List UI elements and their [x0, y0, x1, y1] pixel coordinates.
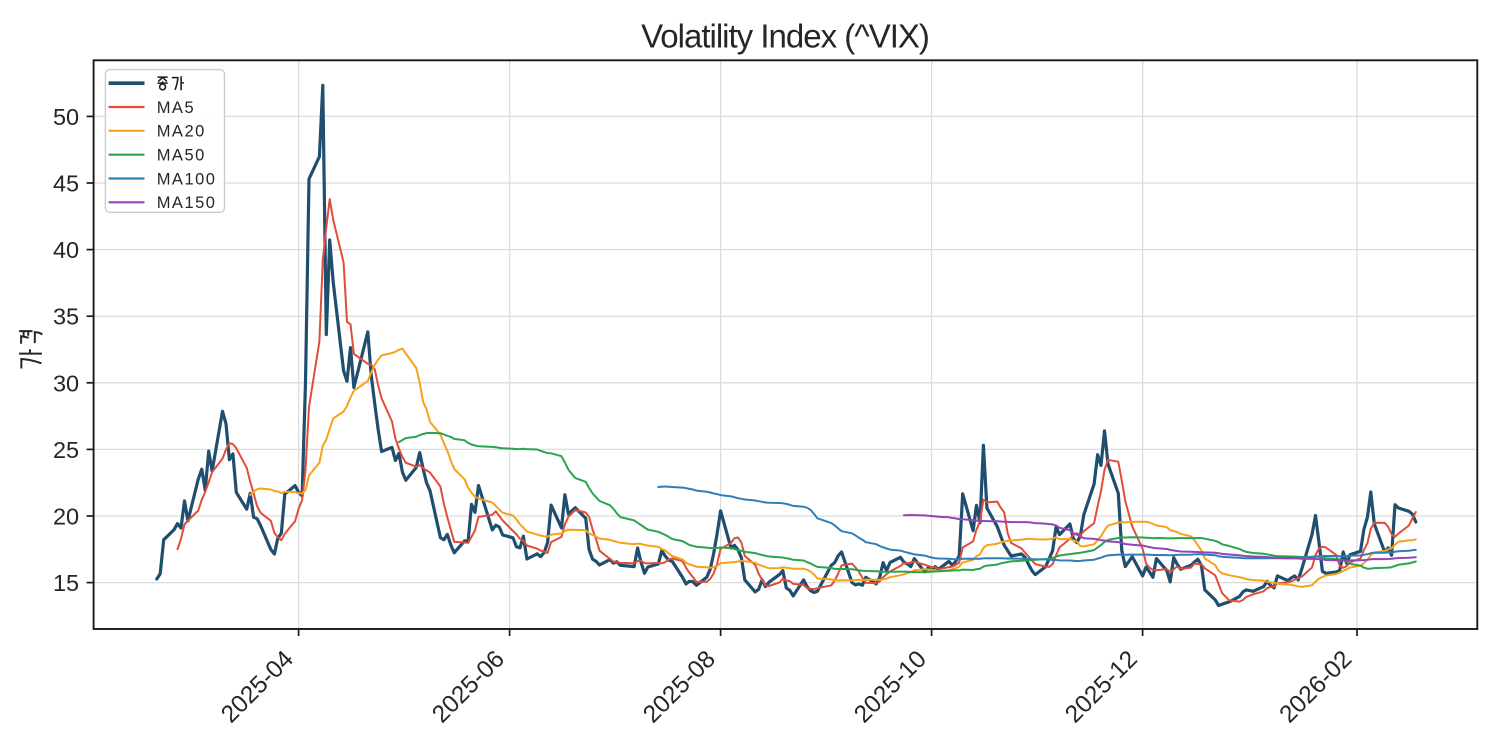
svg-text:20: 20: [53, 504, 79, 530]
svg-text:MA100: MA100: [157, 170, 217, 188]
svg-text:50: 50: [53, 104, 79, 130]
svg-text:25: 25: [53, 437, 79, 463]
svg-text:MA5: MA5: [157, 99, 195, 117]
svg-text:MA50: MA50: [157, 147, 206, 165]
svg-text:30: 30: [53, 370, 79, 396]
svg-text:Volatility Index (^VIX): Volatility Index (^VIX): [641, 18, 929, 55]
svg-text:MA150: MA150: [157, 194, 217, 212]
svg-text:40: 40: [53, 237, 79, 263]
svg-text:35: 35: [53, 304, 79, 330]
svg-text:MA20: MA20: [157, 123, 206, 141]
svg-text:15: 15: [53, 570, 79, 596]
svg-text:45: 45: [53, 171, 79, 197]
